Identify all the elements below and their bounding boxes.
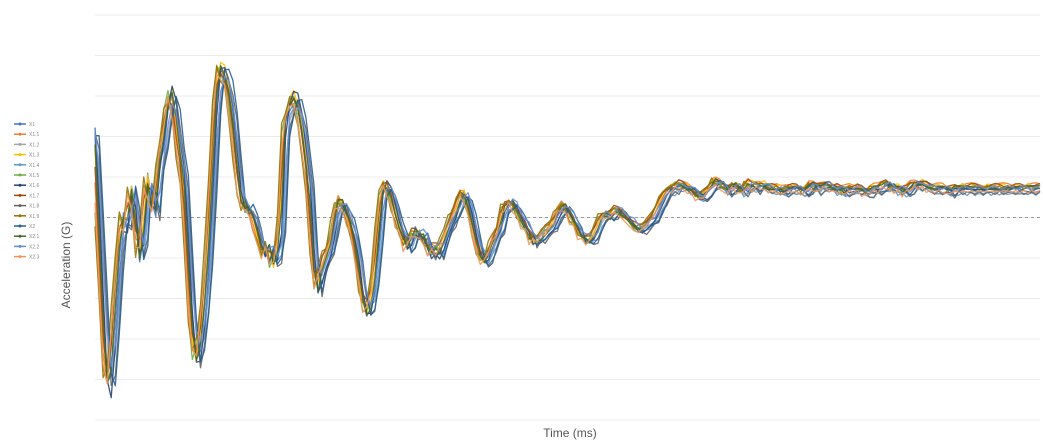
series-line-x2-2 xyxy=(94,75,1041,368)
legend-label: X1.9 xyxy=(29,214,40,220)
y-axis-title: Acceleration (G) xyxy=(59,222,73,309)
legend-label: X1.5 xyxy=(29,173,40,179)
legend-marker xyxy=(18,183,22,187)
legend-marker xyxy=(18,255,22,259)
legend-marker xyxy=(18,173,22,177)
legend-label: X2.3 xyxy=(29,255,40,261)
legend-item-x2-2[interactable]: X2.2 xyxy=(14,244,40,250)
legend-label: X2.2 xyxy=(29,244,40,250)
legend-item-x1-6[interactable]: X1.6 xyxy=(14,183,40,189)
legend-marker xyxy=(18,132,22,136)
legend-marker xyxy=(18,153,22,157)
legend-marker xyxy=(18,234,22,238)
legend-label: X1.6 xyxy=(29,183,40,189)
legend-marker xyxy=(18,214,22,218)
legend-item-x2-3[interactable]: X2.3 xyxy=(14,255,40,261)
legend-label: X1.8 xyxy=(29,204,40,210)
series-line-x2-1 xyxy=(94,65,1041,384)
legend-label: X1 xyxy=(29,122,35,128)
legend-marker xyxy=(18,142,22,146)
legend-item-x1-4[interactable]: X1.4 xyxy=(14,163,40,169)
legend-label: X2 xyxy=(29,224,35,230)
series-line-x2-3 xyxy=(94,73,1041,384)
legend-marker xyxy=(18,193,22,197)
legend-label: X1.4 xyxy=(29,163,40,169)
legend-item-x1[interactable]: X1 xyxy=(14,122,35,128)
legend-item-x1-5[interactable]: X1.5 xyxy=(14,173,40,179)
legend-label: X1.2 xyxy=(29,142,40,148)
legend-marker xyxy=(18,204,22,208)
legend-item-x1-3[interactable]: X1.3 xyxy=(14,153,40,159)
legend-item-x2[interactable]: X2 xyxy=(14,224,35,230)
series-line-x2 xyxy=(95,68,1041,387)
legend-marker xyxy=(18,122,22,126)
legend-marker xyxy=(18,163,22,167)
legend-item-x1-9[interactable]: X1.9 xyxy=(14,214,40,220)
legend-marker xyxy=(18,244,22,248)
legend-item-x2-1[interactable]: X2.1 xyxy=(14,234,40,240)
legend-item-x1-2[interactable]: X1.2 xyxy=(14,142,40,148)
series-layer xyxy=(94,61,1041,399)
x-axis-title: Time (ms) xyxy=(543,426,597,440)
legend-item-x1-7[interactable]: X1.7 xyxy=(14,193,40,199)
legend-label: X1.1 xyxy=(29,132,40,138)
legend-item-x1-8[interactable]: X1.8 xyxy=(14,204,40,210)
legend-label: X2.1 xyxy=(29,234,40,240)
legend-item-x1-1[interactable]: X1.1 xyxy=(14,132,40,138)
legend[interactable]: X1 X1.1 X1.2 X1.3 X1.4 X1.5 X1.6 X1.7 X1.8 X1.9 X2… xyxy=(14,122,40,261)
series-line-x1-8 xyxy=(94,66,1041,387)
legend-label: X1.7 xyxy=(29,193,40,199)
legend-marker xyxy=(18,224,22,228)
legend-label: X1.3 xyxy=(29,153,40,159)
